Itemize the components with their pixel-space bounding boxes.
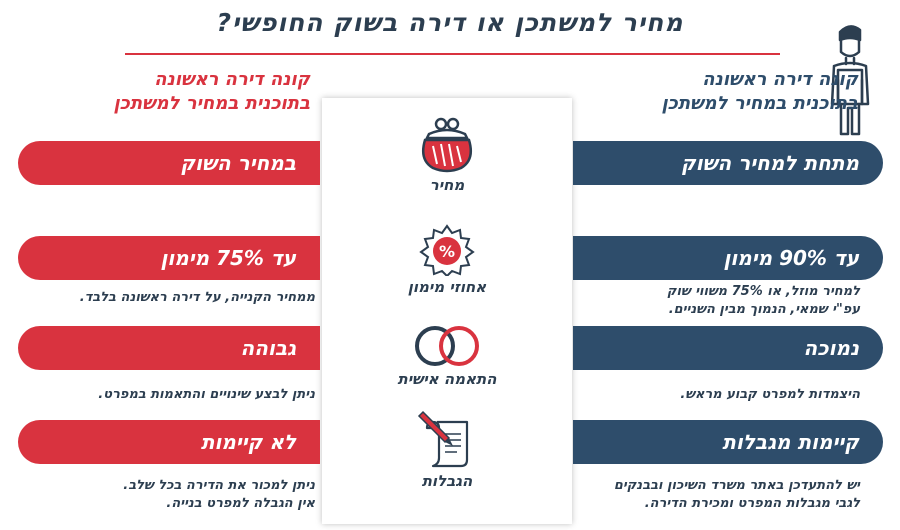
note-line: למחיר מוזל, או 75% משווי שוק	[666, 284, 860, 299]
category-price: מחיר	[322, 116, 572, 194]
category-financing: % אחוזי מימון	[322, 224, 572, 296]
category-label: מחיר	[429, 176, 465, 194]
category-label: הגבלות	[421, 472, 473, 490]
scroll-pen-icon	[417, 410, 469, 468]
right-note-restrictions: יש להתעדכן באתר משרד השיכון ובבנקים לגבי…	[570, 477, 860, 513]
note-line: אין הגבלה למפרט בנייה.	[166, 496, 315, 511]
note-line: ניתן למכור את הדירה בכל שלב.	[123, 478, 315, 493]
right-pill-customization: נמוכה	[573, 326, 883, 370]
right-heading-line2: בתוכנית במחיר למשתכן	[661, 93, 859, 114]
category-label: התאמה אישית	[397, 370, 497, 388]
right-note-customization: היצמדות למפרט קבוע מראש.	[570, 386, 860, 404]
note-line: לגבי מגבלות המפרט ומכירת הדירה.	[644, 496, 860, 511]
left-note-restrictions: ניתן למכור את הדירה בכל שלב. אין הגבלה ל…	[10, 477, 315, 513]
left-note-financing: ממחיר הקנייה, על דירה ראשונה בלבד.	[10, 289, 315, 307]
category-restrictions: הגבלות	[322, 408, 572, 490]
percent-badge-icon: %	[419, 224, 475, 276]
category-customization: התאמה אישית	[322, 322, 572, 388]
note-line: עפ"י שמאי, הנמוך מבין השניים.	[668, 302, 860, 317]
right-pill-restrictions: קיימות מגבלות	[573, 420, 883, 464]
left-heading-line2: בתוכנית במחיר למשתכן	[113, 93, 311, 114]
svg-text:%: %	[439, 242, 455, 261]
left-pill-customization: גבוהה	[18, 326, 320, 370]
note-line: ממחיר הקנייה, על דירה ראשונה בלבד.	[79, 290, 315, 305]
right-pill-financing: עד 90% מימון	[573, 236, 883, 280]
left-heading-line1: קונה דירה ראשונה	[154, 69, 310, 90]
page-title: מחיר למשתכן או דירה בשוק החופשי?	[216, 8, 684, 37]
right-heading-line1: קונה דירה ראשונה	[702, 69, 858, 90]
left-pill-financing: עד 75% מימון	[18, 236, 320, 280]
rings-icon	[415, 326, 479, 366]
title-underline	[125, 53, 780, 55]
right-column-heading: קונה דירה ראשונה בתוכנית במחיר למשתכן	[618, 68, 859, 116]
left-pill-price: במחיר השוק	[18, 141, 320, 185]
purse-icon	[422, 117, 472, 173]
right-pill-price: מתחת למחיר השוק	[573, 141, 883, 185]
left-note-customization: ניתן לבצע שינויים והתאמות במפרט.	[10, 386, 315, 404]
left-pill-restrictions: לא קיימות	[18, 420, 320, 464]
category-label: אחוזי מימון	[407, 278, 487, 296]
right-note-financing: למחיר מוזל, או 75% משווי שוק עפ"י שמאי, …	[570, 283, 860, 319]
note-line: יש להתעדכן באתר משרד השיכון ובבנקים	[613, 478, 860, 493]
note-line: היצמדות למפרט קבוע מראש.	[680, 387, 860, 402]
left-column-heading: קונה דירה ראשונה בתוכנית במחיר למשתכן	[50, 68, 311, 116]
note-line: ניתן לבצע שינויים והתאמות במפרט.	[98, 387, 315, 402]
person-icon	[830, 25, 870, 136]
